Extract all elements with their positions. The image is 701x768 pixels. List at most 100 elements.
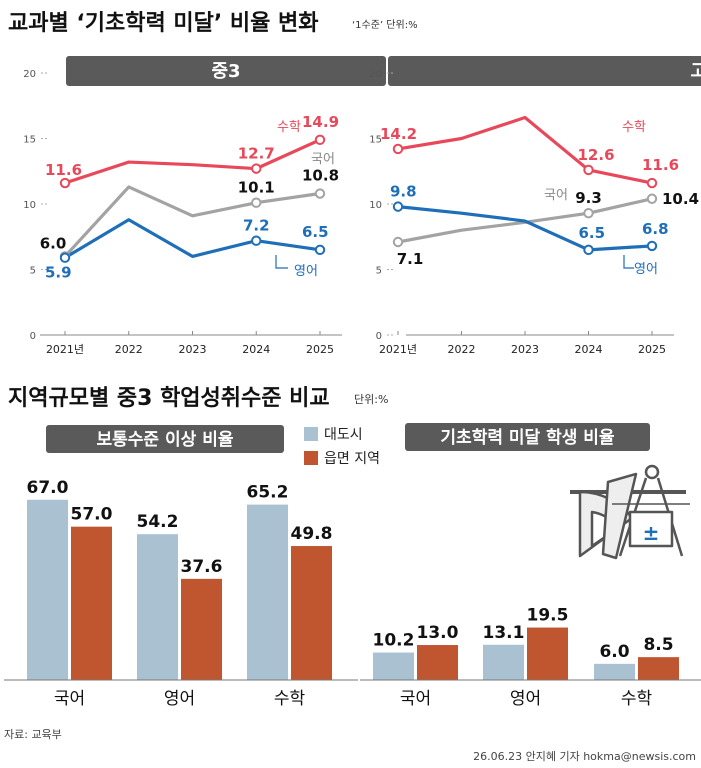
data-label-math-high2: 12.6 (578, 146, 615, 164)
panel-title-above-average: 보통수준 이상 비율 (97, 430, 234, 450)
x-tick-label-middle3: 2022 (115, 343, 143, 356)
main-title: 교과별 ‘기초학력 미달’ 비율 변화 (8, 11, 318, 36)
x-tick-label-high2: 2024 (575, 343, 603, 356)
bar-value-label-below-basic: 19.5 (527, 606, 569, 626)
category-label-above-average: 국어 (54, 689, 85, 709)
point-marker-math-high2 (392, 143, 404, 155)
english-leader-middle3 (275, 255, 288, 269)
data-label-math-high2: 11.6 (642, 156, 679, 174)
legend-city-swatch (304, 427, 318, 441)
point-marker-math-middle3 (314, 134, 326, 146)
y-tick-label-high2: 0 (376, 331, 382, 342)
series-name-math-middle3: 수학 (277, 120, 301, 135)
data-label-math-middle3: 12.7 (238, 145, 275, 163)
category-label-above-average: 영어 (164, 689, 195, 709)
panel-title-high2: 고2 (690, 61, 701, 82)
point-marker-english-middle3 (314, 244, 326, 256)
series-name-korean-middle3: 국어 (311, 152, 335, 167)
bar-city-1-below-basic (483, 644, 524, 680)
data-label-korean-middle3: 10.1 (238, 179, 275, 197)
x-tick-label-middle3: 2021년 (46, 343, 84, 356)
x-tick-label-high2: 2025 (638, 343, 666, 356)
x-tick-label-high2: 2023 (511, 343, 539, 356)
bar-value-label-above-average: 67.0 (27, 478, 69, 498)
panel-header-high2 (388, 56, 701, 86)
y-tick-label-high2: 15 (369, 135, 382, 146)
category-label-below-basic: 수학 (621, 689, 653, 709)
y-tick-label-middle3: 0 (30, 331, 36, 342)
data-label-english-high2: 6.5 (579, 224, 606, 242)
series-line-korean-middle3 (63, 185, 321, 258)
title-note: ‘1수준’ 단위:% (352, 18, 418, 31)
series-line-english-high2 (397, 205, 653, 252)
bar-value-label-below-basic: 8.5 (643, 635, 673, 655)
y-tick-label-middle3: 15 (23, 135, 36, 146)
bar-town-1-above-average (181, 578, 222, 680)
bar-town-2-above-average (291, 546, 332, 680)
bar-city-1-above-average (137, 534, 178, 680)
y-tick-label-high2: 10 (369, 200, 382, 211)
point-marker-english-high2 (646, 240, 658, 252)
legend-city-label: 대도시 (324, 427, 363, 443)
bar-chart-above-average: 보통수준 이상 비율 67.057.0 국어 54.2 37.6 영어 65.2 49.8 수학 (4, 425, 358, 709)
x-tick-label-middle3: 2025 (306, 343, 334, 356)
bar-legend: 대도시 읍면 지역 (304, 427, 380, 467)
credit-note: 26.06.23 안지혜 기자 hokma@newsis.com (473, 750, 696, 763)
series-line-math-middle3 (64, 138, 321, 185)
y-tick-label-high2: 20 (369, 69, 382, 80)
category-label-below-basic: 국어 (400, 689, 431, 709)
series-name-math-high2: 수학 (622, 120, 646, 135)
series-line-english-middle3 (64, 218, 321, 260)
point-marker-korean-high2 (583, 207, 594, 219)
series-name-english-high2: 영어 (634, 262, 658, 277)
bar-value-label-below-basic: 13.0 (417, 623, 459, 643)
data-label-korean-high2: 9.3 (575, 189, 602, 207)
line-chart-high2: 고2 0 5 10 15 20 2021년 2022 2023 2024 2025 14.2 12.6 1… (369, 56, 701, 356)
point-marker-math-high2 (646, 177, 658, 189)
point-marker-english-middle3 (59, 252, 71, 263)
x-tick-label-middle3: 2023 (179, 343, 207, 356)
bar-value-label-above-average: 65.2 (247, 483, 289, 503)
bar-town-2-below-basic (638, 657, 679, 680)
y-tick-label-middle3: 20 (23, 69, 36, 80)
bar-value-label-above-average: 49.8 (291, 524, 333, 544)
panel-header-middle3 (66, 56, 386, 86)
point-marker-korean-middle3 (251, 197, 262, 208)
y-tick-label-middle3: 10 (23, 200, 36, 211)
bar-town-1-below-basic (527, 627, 568, 680)
x-tick-label-middle3: 2024 (242, 343, 270, 356)
point-marker-math-high2 (583, 164, 594, 176)
section2-unit: 단위:% (354, 393, 388, 406)
panel-title-middle3: 중3 (211, 61, 240, 82)
bar-value-label-above-average: 37.6 (181, 557, 223, 577)
point-marker-english-middle3 (251, 235, 262, 246)
bar-city-0-above-average (27, 499, 68, 680)
source-note: 자료: 교육부 (4, 728, 62, 741)
point-marker-english-high2 (583, 244, 594, 256)
data-label-english-high2: 9.8 (390, 183, 417, 201)
category-label-below-basic: 영어 (510, 689, 541, 709)
bar-value-label-above-average: 57.0 (71, 505, 113, 525)
point-marker-korean-middle3 (314, 188, 326, 199)
bar-city-0-below-basic (373, 652, 414, 680)
data-label-english-middle3: 5.9 (45, 264, 72, 282)
line-chart-middle3: 중3 0 5 10 15 20 2021년 2022 2023 2024 2025 11.6 12.7 1… (23, 56, 386, 356)
legend-town-swatch (304, 451, 318, 465)
plus-minus-icon: ± (643, 521, 660, 545)
point-marker-korean-high2 (392, 236, 404, 248)
panel-header-below-basic (405, 423, 650, 451)
data-label-english-high2: 6.8 (642, 220, 669, 238)
bar-chart-below-basic: 기초학력 미달 학생 비율 10.2 13.0 국어 13.119.5 영어 6.0 8.5 수… (360, 423, 701, 709)
x-tick-label-high2: 2021년 (379, 343, 417, 356)
bar-town-0-below-basic (417, 645, 458, 680)
series-name-korean-high2: 국어 (544, 188, 568, 203)
data-label-math-middle3: 14.9 (302, 113, 339, 131)
bar-value-label-above-average: 54.2 (137, 512, 179, 532)
bar-value-label-below-basic: 10.2 (373, 631, 415, 651)
bar-city-2-above-average (247, 504, 288, 680)
bar-value-label-below-basic: 6.0 (599, 642, 629, 662)
point-marker-korean-high2 (646, 193, 658, 204)
data-label-korean-high2: 10.4 (662, 190, 699, 208)
bar-town-0-above-average (71, 526, 112, 680)
